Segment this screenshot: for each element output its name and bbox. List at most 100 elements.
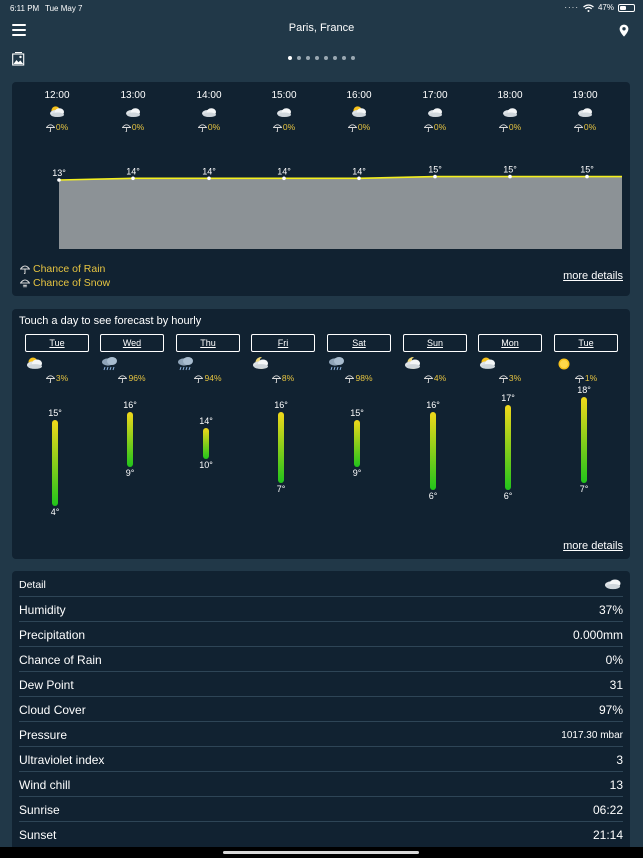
cloudy-icon — [480, 105, 540, 119]
legend-rain: Chance of Rain — [20, 263, 105, 275]
status-right: ···· 47% — [564, 3, 635, 12]
page-indicator[interactable] — [0, 56, 643, 62]
legend-snow-label: Chance of Snow — [33, 277, 111, 289]
hourly-item: 13:00 0% — [103, 90, 163, 132]
temperature-label: 14° — [277, 166, 291, 176]
detail-row: Sunset 21:14 — [19, 821, 623, 846]
temperature-range-bar — [278, 412, 284, 483]
hourly-temperature-chart: 13° 14° 14° 14° 14° 15° 15° 15° — [52, 165, 622, 249]
daily-chance-value: 3% — [55, 373, 69, 383]
high-temp-label: 15° — [350, 408, 364, 419]
high-temp-label: 16° — [426, 400, 440, 411]
hourly-time: 15:00 — [271, 90, 297, 101]
temperature-range-bar — [581, 396, 587, 483]
hourly-chance-value: 0% — [508, 122, 522, 132]
page-dot[interactable] — [324, 56, 328, 60]
detail-label: Chance of Rain — [19, 653, 102, 667]
daily-chance: 4% — [403, 373, 467, 383]
umbrella-icon — [194, 374, 204, 383]
daily-chance: 3% — [25, 373, 89, 383]
day-button[interactable]: Tue — [554, 334, 618, 352]
daily-forecast-card: Touch a day to see forecast by hourly Tu… — [12, 309, 630, 559]
detail-label: Sunrise — [19, 803, 60, 817]
daily-chance-value: 3% — [508, 373, 522, 383]
hourly-time: 17:00 — [422, 90, 448, 101]
day-button[interactable]: Sun — [403, 334, 467, 352]
detail-row: Precipitation 0.000mm — [19, 621, 623, 646]
detail-row: Humidity 37% — [19, 596, 623, 621]
high-temp-label: 16° — [123, 400, 137, 411]
hourly-chance-value: 0% — [583, 122, 597, 132]
low-temp-label: 6° — [503, 491, 513, 502]
hourly-more-details-link[interactable]: more details — [563, 270, 623, 282]
sun-cloud-icon — [27, 105, 87, 119]
cloudy-icon — [555, 105, 615, 119]
rain-icon — [100, 356, 164, 371]
umbrella-icon — [347, 123, 357, 132]
page-dot[interactable] — [342, 56, 346, 60]
low-temp-label: 4° — [50, 507, 60, 517]
hourly-item: 18:00 0% — [480, 90, 540, 132]
detail-row: Sunrise 06:22 — [19, 796, 623, 821]
page-dot[interactable] — [333, 56, 337, 60]
page-dot[interactable] — [315, 56, 319, 60]
page-dot[interactable] — [351, 56, 355, 60]
detail-cloudy-icon — [604, 577, 622, 595]
detail-value: 37% — [598, 603, 623, 617]
detail-label: Sunset — [19, 828, 57, 842]
temperature-range-bar — [203, 428, 209, 460]
daily-chance: 98% — [327, 373, 391, 383]
detail-value: 31 — [609, 678, 623, 692]
daily-chance: 8% — [251, 373, 315, 383]
umbrella-icon — [20, 265, 30, 274]
detail-value: 0.000mm — [572, 628, 623, 642]
location-title: Paris, France — [288, 22, 355, 34]
daily-chance-value: 8% — [281, 373, 295, 383]
umbrella-icon — [197, 123, 207, 132]
daily-chance-value: 96% — [128, 373, 146, 383]
temperature-point — [585, 174, 589, 179]
daily-item: Sat 98% — [327, 334, 391, 383]
hourly-chance: 0% — [405, 122, 465, 132]
umbrella-icon — [272, 123, 282, 132]
day-button[interactable]: Fri — [251, 334, 315, 352]
app-header: Paris, France — [0, 16, 643, 42]
status-bar: 6:11 PM Tue May 7 ···· 47% — [0, 0, 643, 16]
detail-label: Wind chill — [19, 778, 71, 792]
temperature-range-bar — [430, 412, 436, 491]
location-button[interactable] — [619, 24, 629, 42]
temperature-area — [59, 176, 622, 249]
umbrella-icon — [271, 374, 281, 383]
battery-percent: 47% — [597, 3, 614, 12]
location-pin-icon — [619, 24, 629, 37]
home-indicator[interactable] — [223, 851, 419, 854]
day-button[interactable]: Sat — [327, 334, 391, 352]
menu-button[interactable] — [12, 24, 26, 36]
detail-label: Humidity — [19, 603, 66, 617]
signal-dots-icon: ···· — [564, 3, 579, 12]
low-temp-label: 6° — [428, 491, 438, 502]
day-button[interactable]: Mon — [478, 334, 542, 352]
background-image-button[interactable] — [12, 52, 25, 71]
hourly-chance: 0% — [179, 122, 239, 132]
low-temp-label: 10° — [199, 460, 213, 471]
detail-row: Pressure 1017.30 mbar — [19, 721, 623, 746]
daily-chance-value: 4% — [433, 373, 447, 383]
hourly-chance: 0% — [254, 122, 314, 132]
cloudy-icon — [254, 105, 314, 119]
hourly-time: 16:00 — [346, 90, 372, 101]
daily-more-details-link[interactable]: more details — [563, 540, 623, 552]
temperature-label: 15° — [503, 165, 517, 175]
page-dot[interactable] — [306, 56, 310, 60]
page-dot[interactable] — [288, 56, 292, 60]
umbrella-icon — [423, 374, 433, 383]
day-button[interactable]: Tue — [25, 334, 89, 352]
hourly-time: 19:00 — [572, 90, 598, 101]
temperature-point — [207, 176, 211, 181]
moon-cloud-icon — [251, 356, 315, 371]
high-temp-label: 14° — [199, 416, 213, 426]
day-button[interactable]: Thu — [176, 334, 240, 352]
day-button[interactable]: Wed — [100, 334, 164, 352]
daily-item: Thu 94% — [176, 334, 240, 383]
page-dot[interactable] — [297, 56, 301, 60]
